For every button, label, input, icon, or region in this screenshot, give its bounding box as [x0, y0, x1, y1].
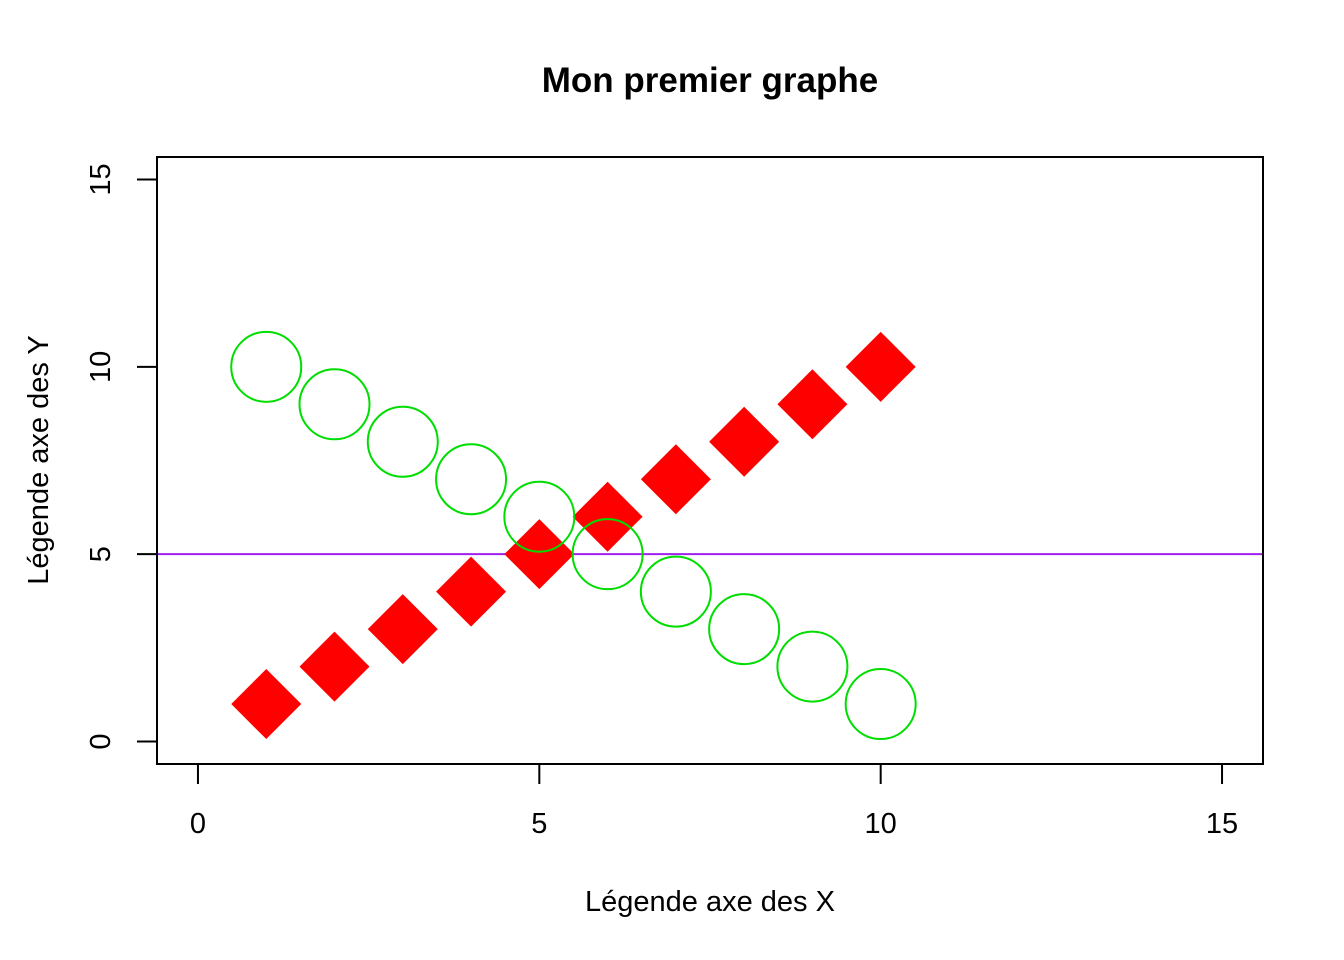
- series-1: [231, 331, 916, 740]
- y-axis: 0 5 10 15: [85, 163, 158, 750]
- x-tick-label: 5: [531, 808, 547, 840]
- circle-point: [571, 518, 644, 591]
- circle-point: [230, 330, 303, 403]
- plot-marks: [157, 330, 1263, 741]
- chart-title: Mon premier graphe: [542, 61, 878, 100]
- y-tick-label: 5: [85, 546, 117, 562]
- y-tick-label: 10: [85, 351, 117, 383]
- x-axis: 0 5 10 15: [190, 763, 1238, 840]
- y-tick-label: 0: [85, 733, 117, 749]
- circle-point: [776, 630, 849, 703]
- x-tick-label: 15: [1206, 808, 1238, 840]
- circle-point: [844, 668, 917, 741]
- circle-point: [503, 480, 576, 553]
- diamond-point: [504, 519, 575, 590]
- circle-point: [435, 443, 508, 516]
- circle-point: [366, 405, 439, 478]
- x-tick-label: 0: [190, 808, 206, 840]
- diamond-point: [640, 444, 711, 515]
- series-2: [230, 330, 917, 741]
- circle-point: [639, 555, 712, 628]
- diamond-point: [777, 369, 848, 440]
- diamond-point: [231, 669, 302, 740]
- y-axis-title: Légende axe des Y: [23, 335, 55, 584]
- y-tick-label: 15: [85, 163, 117, 195]
- diamond-point: [572, 481, 643, 552]
- circle-point: [298, 368, 371, 441]
- diamond-point: [436, 556, 507, 627]
- circle-point: [708, 593, 781, 666]
- diamond-point: [299, 631, 370, 702]
- x-axis-title: Légende axe des X: [585, 886, 835, 918]
- diamond-point: [845, 331, 916, 402]
- x-tick-label: 10: [865, 808, 897, 840]
- diamond-point: [709, 406, 780, 477]
- diamond-point: [367, 594, 438, 665]
